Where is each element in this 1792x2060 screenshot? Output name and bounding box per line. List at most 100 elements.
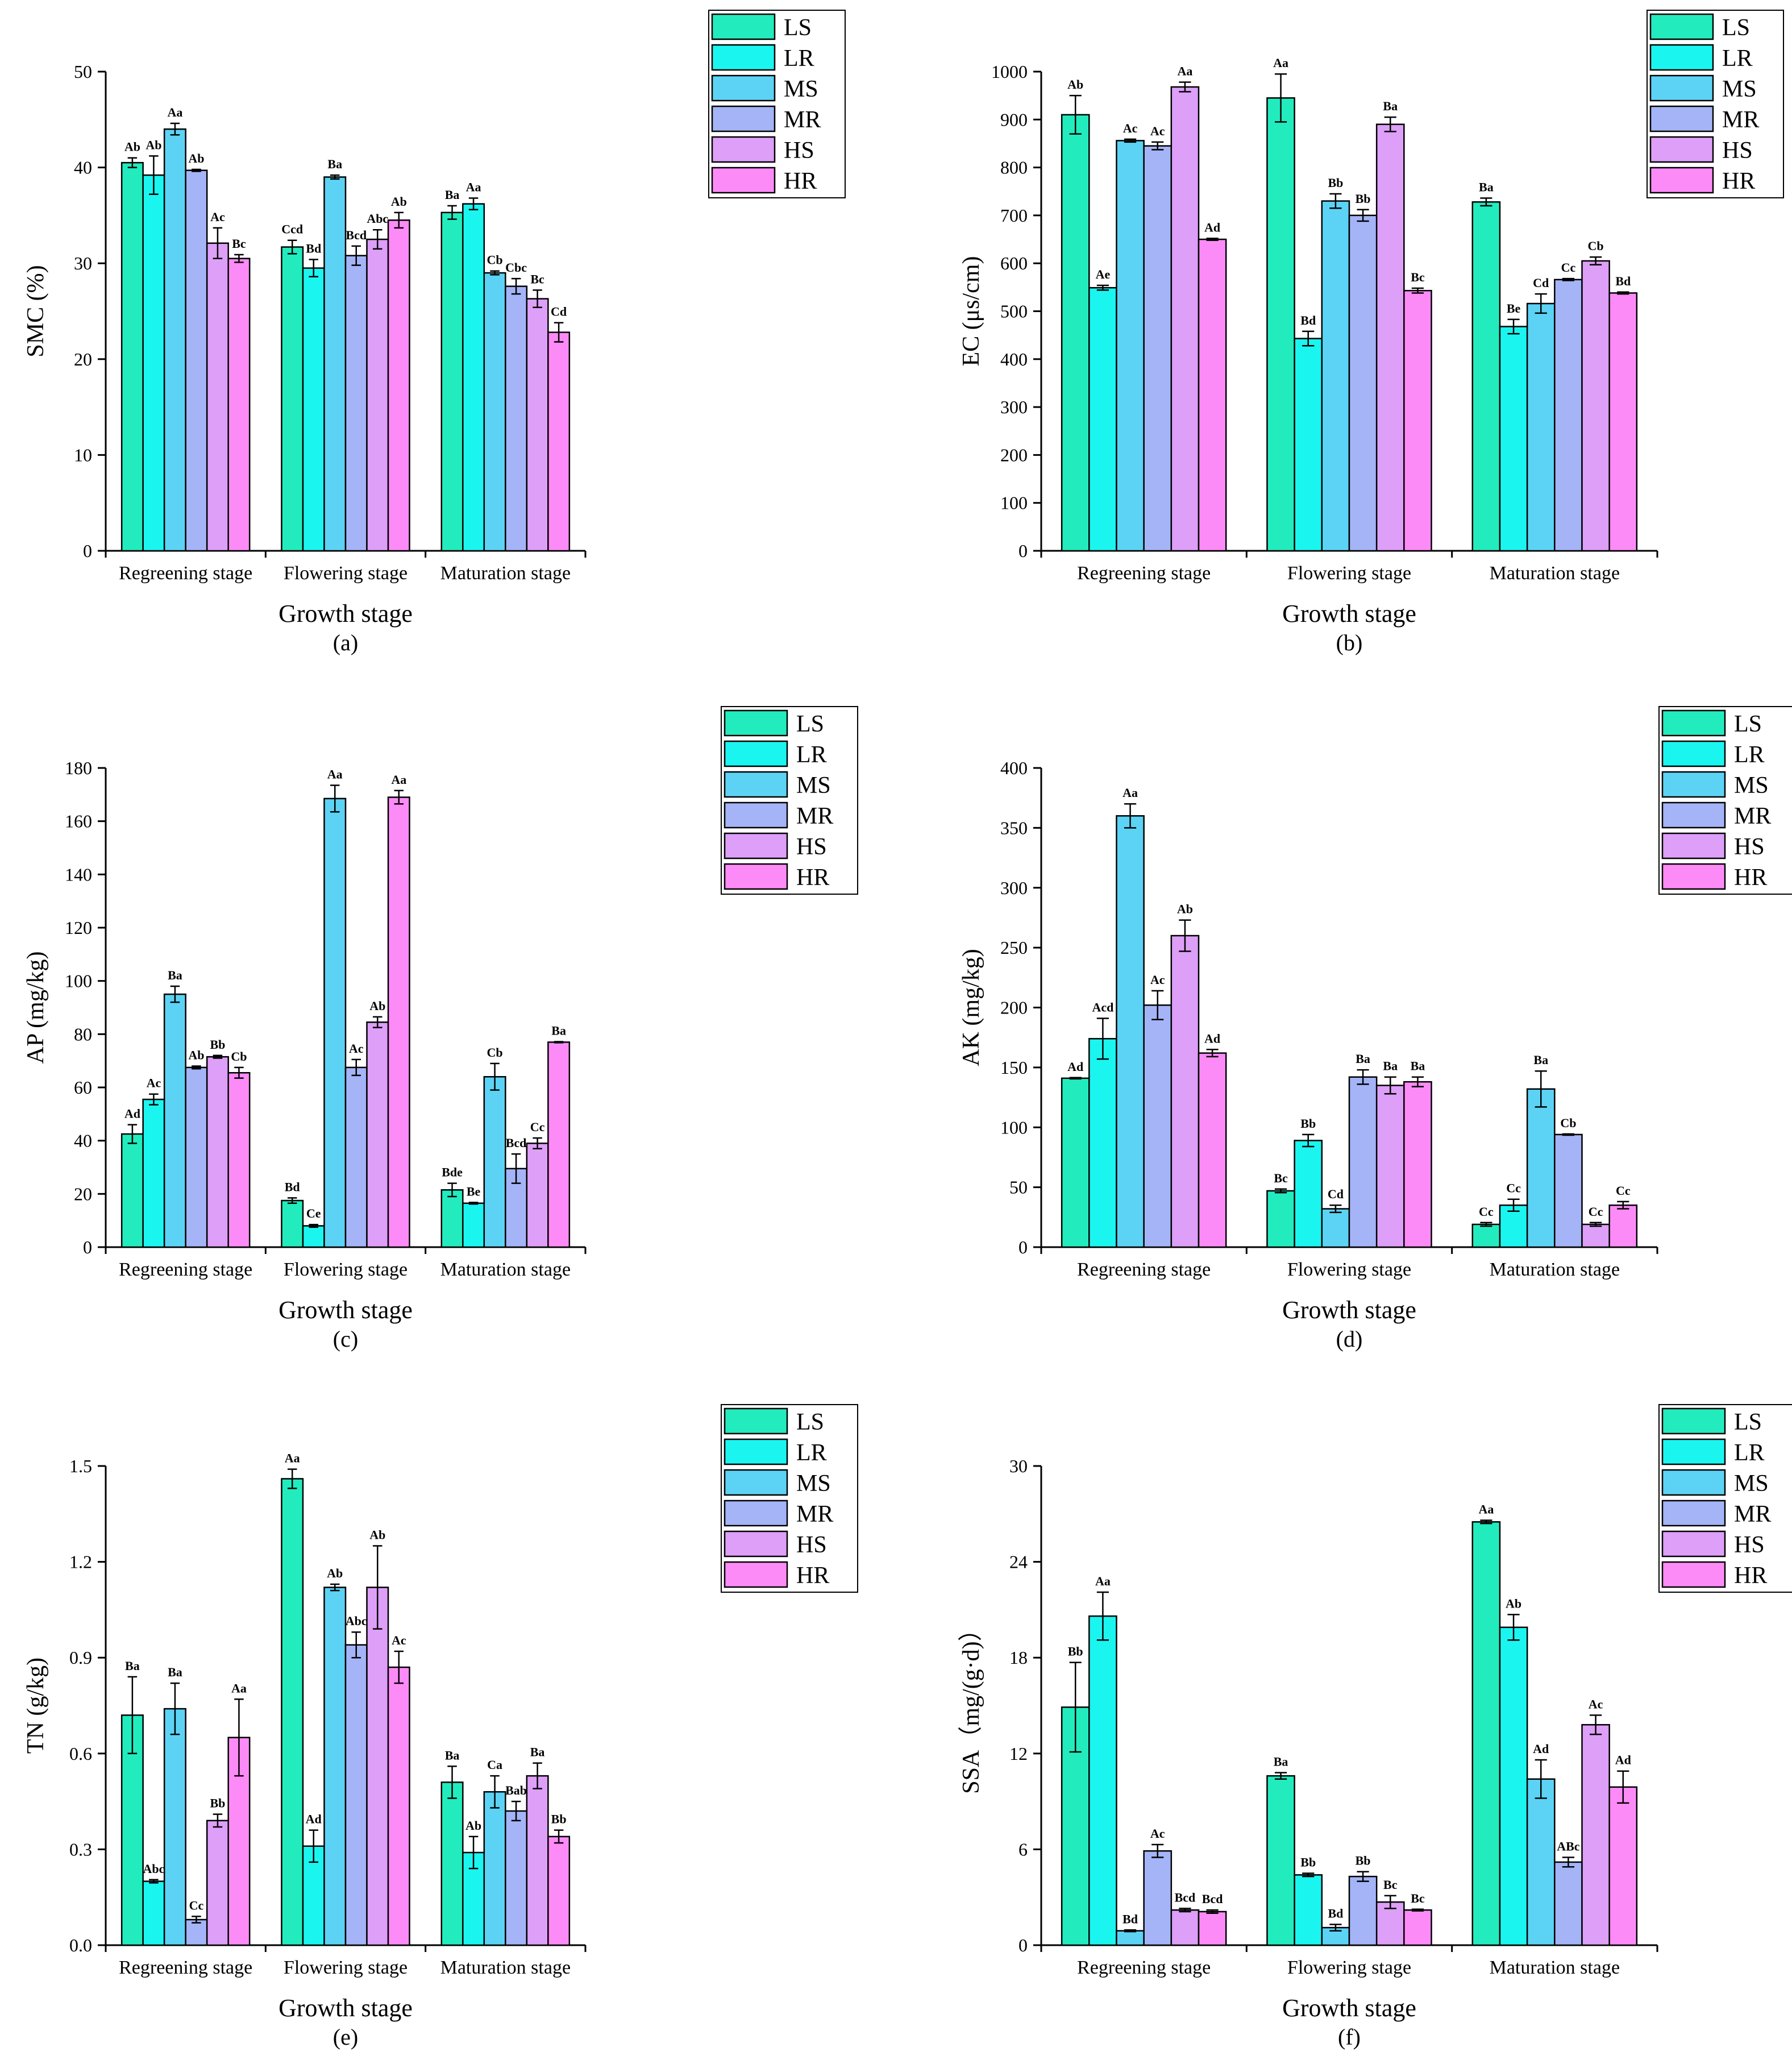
significance-label: Ae [1096, 267, 1111, 281]
y-tick-label: 0.3 [69, 1839, 92, 1859]
bar [366, 1021, 389, 1248]
significance-label: Be [467, 1184, 481, 1198]
chart-panel-2: 0 100 200 300 400 500 600 700 800 900 1000 Regreeni… [958, 10, 1784, 655]
x-tick-label: Regreening stage [119, 1957, 252, 1978]
legend-label: HR [784, 168, 817, 194]
bar [1294, 1874, 1323, 1946]
y-tick-label: 700 [1000, 205, 1028, 226]
bar [1143, 145, 1173, 552]
bar [142, 174, 165, 552]
legend-frame [1647, 10, 1784, 198]
legend-label: HS [796, 1532, 827, 1558]
significance-label: Bb [1356, 1854, 1371, 1868]
legend-label: LS [784, 15, 812, 41]
x-axis-title: Growth stage [278, 1994, 413, 2022]
bar [1471, 1521, 1501, 1946]
x-tick-label: Regreening stage [119, 563, 252, 584]
legend: LS LR MS MR HS HR [1658, 1404, 1792, 1593]
significance-label: Aa [1478, 1502, 1494, 1517]
significance-label: Bc [1411, 1891, 1425, 1905]
bar [462, 203, 485, 552]
y-tick-label: 100 [65, 971, 92, 991]
legend-label: MS [1734, 1471, 1769, 1497]
bar [1375, 1085, 1405, 1248]
legend-label: LR [1734, 1440, 1765, 1466]
legend-label: LR [1722, 45, 1753, 72]
bar [526, 1143, 549, 1248]
significance-label: Ba [445, 188, 460, 202]
bar [344, 1066, 368, 1248]
legend-swatch [711, 105, 776, 132]
significance-label: Ab [391, 194, 407, 209]
significance-label: Bcd [346, 228, 367, 242]
significance-label: Cc [530, 1120, 545, 1134]
significance-label: Cb [487, 1045, 503, 1060]
bar [227, 1071, 251, 1248]
significance-label: Ba [1383, 1059, 1398, 1073]
significance-label: Ce [306, 1206, 321, 1220]
y-tick-label: 500 [1000, 301, 1028, 322]
bar [1348, 214, 1378, 552]
y-axis-title: AK (mg/kg) [958, 949, 984, 1066]
bar [302, 1225, 325, 1248]
significance-label: Bb [551, 1812, 567, 1826]
significance-label: Ac [1123, 121, 1138, 135]
bar [1581, 1723, 1610, 1946]
panel-label: (b) [1336, 630, 1363, 655]
significance-label: Ba [168, 968, 182, 982]
x-tick-label: Flowering stage [284, 1259, 408, 1280]
significance-label: Ac [210, 210, 225, 224]
significance-label: Ac [1589, 1697, 1603, 1711]
significance-label: Bb [210, 1037, 225, 1052]
y-tick-label: 1.5 [69, 1456, 92, 1476]
y-tick-label: 1000 [991, 61, 1028, 82]
bar [1266, 97, 1295, 552]
bar [302, 267, 325, 552]
legend-label: MS [784, 76, 818, 102]
significance-label: Be [1507, 301, 1521, 315]
x-tick-label: Flowering stage [1287, 1957, 1411, 1978]
legend-swatch [1661, 771, 1726, 798]
x-tick-label: Flowering stage [284, 563, 408, 584]
legend-label: MR [784, 107, 821, 133]
y-tick-label: 1.2 [69, 1552, 92, 1572]
bar [387, 796, 410, 1248]
significance-label: Bb [1356, 192, 1371, 206]
y-tick-label: 80 [74, 1024, 92, 1044]
significance-label: Cb [231, 1049, 247, 1064]
significance-label: Abc [367, 211, 388, 226]
bar [1170, 935, 1200, 1248]
significance-label: Ba [1356, 1052, 1370, 1066]
y-tick-label: 0 [1018, 1237, 1028, 1257]
legend-frame [708, 10, 846, 198]
bar [1198, 238, 1227, 552]
significance-label: ABc [1557, 1839, 1580, 1853]
bar [387, 219, 410, 552]
significance-label: Ab [465, 1818, 481, 1833]
significance-label: Cd [551, 305, 567, 319]
y-tick-label: 0.9 [69, 1647, 92, 1668]
bar [1088, 1615, 1117, 1946]
significance-label: Ba [551, 1023, 566, 1037]
legend-label: LR [784, 45, 814, 72]
y-axis-title: TN (g/kg) [23, 1658, 49, 1754]
significance-label: Aa [327, 767, 343, 781]
x-tick-label: Maturation stage [1490, 1957, 1620, 1978]
significance-label: Bb [210, 1796, 225, 1810]
legend-swatch [711, 136, 776, 163]
significance-label: Aa [1122, 786, 1138, 800]
significance-label: Aa [285, 1451, 300, 1465]
bar [1116, 140, 1145, 552]
y-tick-label: 50 [74, 61, 92, 82]
legend: LS LR MS MR HS HR [721, 706, 858, 895]
bar [163, 993, 186, 1248]
bar [387, 1666, 410, 1946]
significance-label: Ab [369, 1528, 385, 1542]
significance-label: Bcd [1202, 1892, 1223, 1906]
bar [1471, 1223, 1501, 1248]
bar [1348, 1875, 1378, 1946]
legend-label: MR [796, 803, 833, 829]
y-tick-label: 0 [83, 541, 92, 561]
bar [1266, 1190, 1295, 1248]
